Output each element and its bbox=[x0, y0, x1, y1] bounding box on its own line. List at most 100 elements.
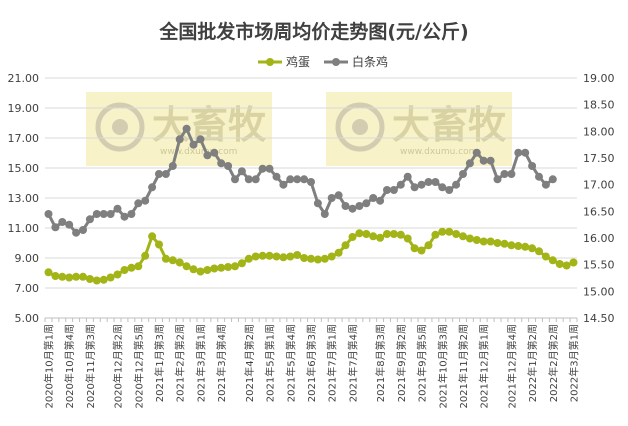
chicken-data-point bbox=[286, 175, 295, 184]
chicken-data-point bbox=[51, 223, 60, 232]
egg-data-point bbox=[569, 258, 578, 267]
chicken-data-point bbox=[141, 196, 150, 205]
chicken-data-point bbox=[134, 199, 143, 208]
x-tick-label: 2022年1月第2周 bbox=[526, 324, 539, 402]
watermark-logo-dot-1 bbox=[352, 119, 368, 135]
chicken-data-point bbox=[161, 170, 170, 178]
watermark-logo-dot-0 bbox=[112, 119, 128, 135]
egg-data-point bbox=[507, 241, 516, 250]
chicken-data-point bbox=[493, 175, 502, 184]
egg-data-point bbox=[445, 227, 454, 236]
egg-data-point bbox=[389, 230, 398, 238]
egg-data-point bbox=[196, 267, 205, 276]
chicken-data-point bbox=[279, 180, 288, 189]
x-tick-label: 2021年12月第4周 bbox=[505, 324, 518, 409]
x-tick-label: 2021年8月第3周 bbox=[374, 324, 387, 402]
x-tick-label: 2021年3月第1周 bbox=[194, 324, 207, 402]
y-left-tick-label: 7.00 bbox=[15, 282, 40, 295]
chicken-data-point bbox=[541, 180, 550, 189]
chicken-data-point bbox=[362, 199, 371, 208]
chicken-data-point bbox=[182, 124, 191, 133]
watermark-sub-1: www.dxumu.com bbox=[400, 147, 477, 157]
chicken-data-point bbox=[293, 175, 302, 184]
chart-title: 全国批发市场周均价走势图(元/公斤) bbox=[158, 20, 468, 43]
chicken-data-point bbox=[465, 159, 474, 168]
egg-data-point bbox=[120, 266, 129, 274]
chicken-data-point bbox=[231, 175, 239, 184]
egg-data-point bbox=[410, 244, 419, 253]
egg-data-point bbox=[396, 230, 405, 239]
egg-data-point bbox=[279, 253, 288, 262]
chicken-data-point bbox=[369, 194, 378, 202]
plot-series bbox=[44, 124, 578, 285]
egg-data-point bbox=[403, 234, 412, 243]
chicken-data-point bbox=[452, 180, 461, 189]
x-tick-label: 2020年10月第1周 bbox=[42, 324, 55, 409]
y-left-tick-label: 13.00 bbox=[8, 192, 40, 205]
egg-data-point bbox=[548, 256, 557, 265]
x-tick-label: 2021年4月第2周 bbox=[243, 324, 256, 402]
x-tick-label: 2020年12月第2周 bbox=[112, 324, 125, 409]
chicken-data-point bbox=[472, 148, 481, 157]
egg-data-point bbox=[528, 244, 537, 253]
chicken-data-point bbox=[99, 210, 108, 218]
x-tick-label: 2021年1月第3周 bbox=[153, 324, 166, 402]
chicken-data-point bbox=[438, 183, 447, 192]
egg-data-point bbox=[44, 268, 53, 277]
chicken-data-point bbox=[58, 218, 67, 226]
watermark-text-1: 大畜牧 bbox=[392, 103, 507, 147]
egg-data-point bbox=[535, 247, 543, 256]
egg-data-point bbox=[182, 262, 191, 271]
egg-data-point bbox=[85, 275, 94, 283]
chicken-data-point bbox=[237, 167, 246, 176]
chicken-data-point bbox=[175, 135, 184, 144]
y-left-tick-label: 11.00 bbox=[8, 222, 40, 235]
legend-chicken-marker bbox=[332, 58, 340, 66]
egg-data-point bbox=[355, 229, 364, 238]
x-tick-label: 2020年10月第4周 bbox=[63, 324, 76, 409]
chicken-data-point bbox=[85, 215, 94, 224]
egg-data-point bbox=[472, 236, 481, 244]
chicken-data-point bbox=[148, 183, 157, 192]
egg-data-point bbox=[224, 263, 233, 271]
chicken-data-point bbox=[189, 140, 198, 149]
x-tick-label: 2021年5月第4周 bbox=[284, 324, 297, 402]
egg-data-point bbox=[72, 272, 81, 281]
egg-data-point bbox=[452, 230, 461, 238]
x-axis: 2020年10月第1周 2020年10月第4周 2020年11月第3周 2020年12… bbox=[42, 317, 581, 409]
y-left-tick-label: 19.00 bbox=[8, 102, 40, 115]
chicken-data-point bbox=[244, 175, 253, 184]
egg-data-point bbox=[500, 239, 509, 248]
x-tick-label: 2021年7月第4周 bbox=[346, 324, 359, 402]
y-right-tick-label: 17.00 bbox=[583, 179, 615, 192]
egg-data-point bbox=[438, 227, 447, 236]
chicken-data-point bbox=[507, 170, 516, 178]
egg-data-point bbox=[92, 276, 101, 285]
egg-data-point bbox=[300, 254, 309, 262]
egg-data-point bbox=[79, 272, 87, 281]
chicken-data-point bbox=[341, 202, 350, 210]
egg-data-point bbox=[521, 242, 530, 251]
chicken-data-point bbox=[445, 186, 454, 194]
left-axis: 5.00 7.00 9.00 11.00 13.00 15.00 17.00 19.00 21.… bbox=[8, 72, 40, 325]
egg-data-point bbox=[231, 262, 239, 271]
egg-data-point bbox=[479, 237, 488, 246]
y-right-tick-label: 15.00 bbox=[583, 285, 615, 298]
chicken-data-point bbox=[127, 210, 136, 218]
watermark-logo-icon-1 bbox=[335, 102, 385, 152]
y-right-tick-label: 19.00 bbox=[583, 72, 615, 85]
egg-data-point bbox=[141, 251, 150, 260]
egg-data-point bbox=[465, 234, 474, 243]
egg-data-point bbox=[541, 252, 550, 261]
chicken-data-point bbox=[535, 172, 543, 181]
egg-data-point bbox=[514, 242, 523, 250]
chicken-data-point bbox=[265, 164, 274, 173]
egg-data-point bbox=[341, 241, 350, 250]
chicken-data-point bbox=[348, 204, 357, 213]
watermark-logo-icon-0 bbox=[95, 102, 145, 152]
egg-data-point bbox=[51, 272, 60, 280]
chicken-data-point bbox=[355, 202, 364, 210]
egg-data-point bbox=[431, 230, 440, 239]
egg-data-point bbox=[265, 251, 274, 260]
watermark-text-0: 大畜牧 bbox=[152, 103, 267, 147]
